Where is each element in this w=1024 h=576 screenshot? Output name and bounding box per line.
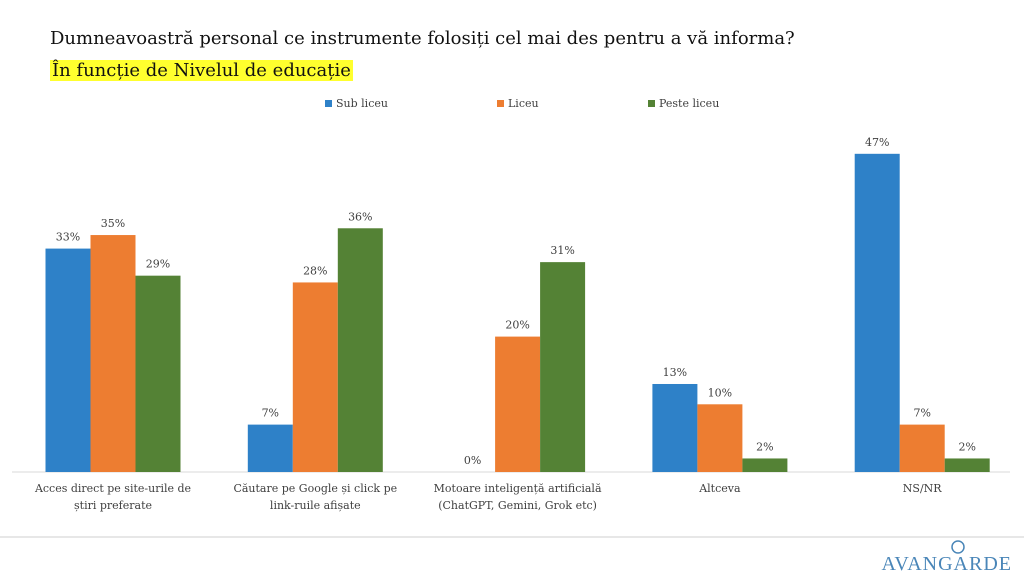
bar: [247, 424, 293, 472]
value-label: 7%: [262, 407, 279, 420]
x-tick-label: Acces direct pe site-urile de știri pref…: [34, 482, 192, 512]
bar: [697, 404, 743, 472]
bar: [292, 282, 338, 472]
value-label: 31%: [550, 244, 574, 257]
bar: [899, 424, 945, 472]
x-tick-label: Motoare inteligență artificială (ChatGPT…: [433, 482, 602, 512]
chart-title: Dumneavoastră personal ce instrumente fo…: [50, 28, 795, 49]
bar: [90, 235, 136, 472]
value-label: 2%: [958, 440, 975, 453]
value-label: 35%: [101, 217, 125, 230]
x-tick-label: Căutare pe Google și click pe link-ruile…: [233, 482, 398, 512]
logo-icon: [951, 540, 965, 554]
legend-label: Peste liceu: [659, 97, 719, 110]
value-label: 13%: [663, 366, 687, 379]
value-label: 10%: [708, 386, 732, 399]
bar: [337, 228, 383, 472]
legend-swatch: [497, 100, 504, 107]
legend-label: Liceu: [508, 97, 539, 110]
value-label: 20%: [505, 319, 529, 332]
chart-subtitle: În funcție de Nivelul de educație: [50, 60, 353, 81]
bar: [45, 248, 91, 472]
legend-swatch: [325, 100, 332, 107]
bar: [854, 153, 900, 472]
value-label: 2%: [756, 440, 773, 453]
bar: [652, 383, 698, 472]
bar: [944, 458, 990, 472]
bar: [540, 262, 586, 472]
legend-swatch: [648, 100, 655, 107]
logo: AVANGARDE: [881, 553, 1012, 575]
legend-label: Sub liceu: [336, 97, 388, 110]
x-tick-label: Altceva: [699, 482, 741, 495]
value-label: 29%: [146, 258, 170, 271]
value-label: 0%: [464, 454, 481, 467]
value-label: 28%: [303, 264, 327, 277]
bar: [495, 336, 541, 472]
value-label: 47%: [865, 136, 889, 149]
bar: [135, 275, 181, 472]
value-label: 7%: [913, 407, 930, 420]
value-label: 36%: [348, 210, 372, 223]
bar: [742, 458, 788, 472]
value-label: 33%: [56, 231, 80, 244]
x-tick-label: NS/NR: [902, 482, 942, 495]
